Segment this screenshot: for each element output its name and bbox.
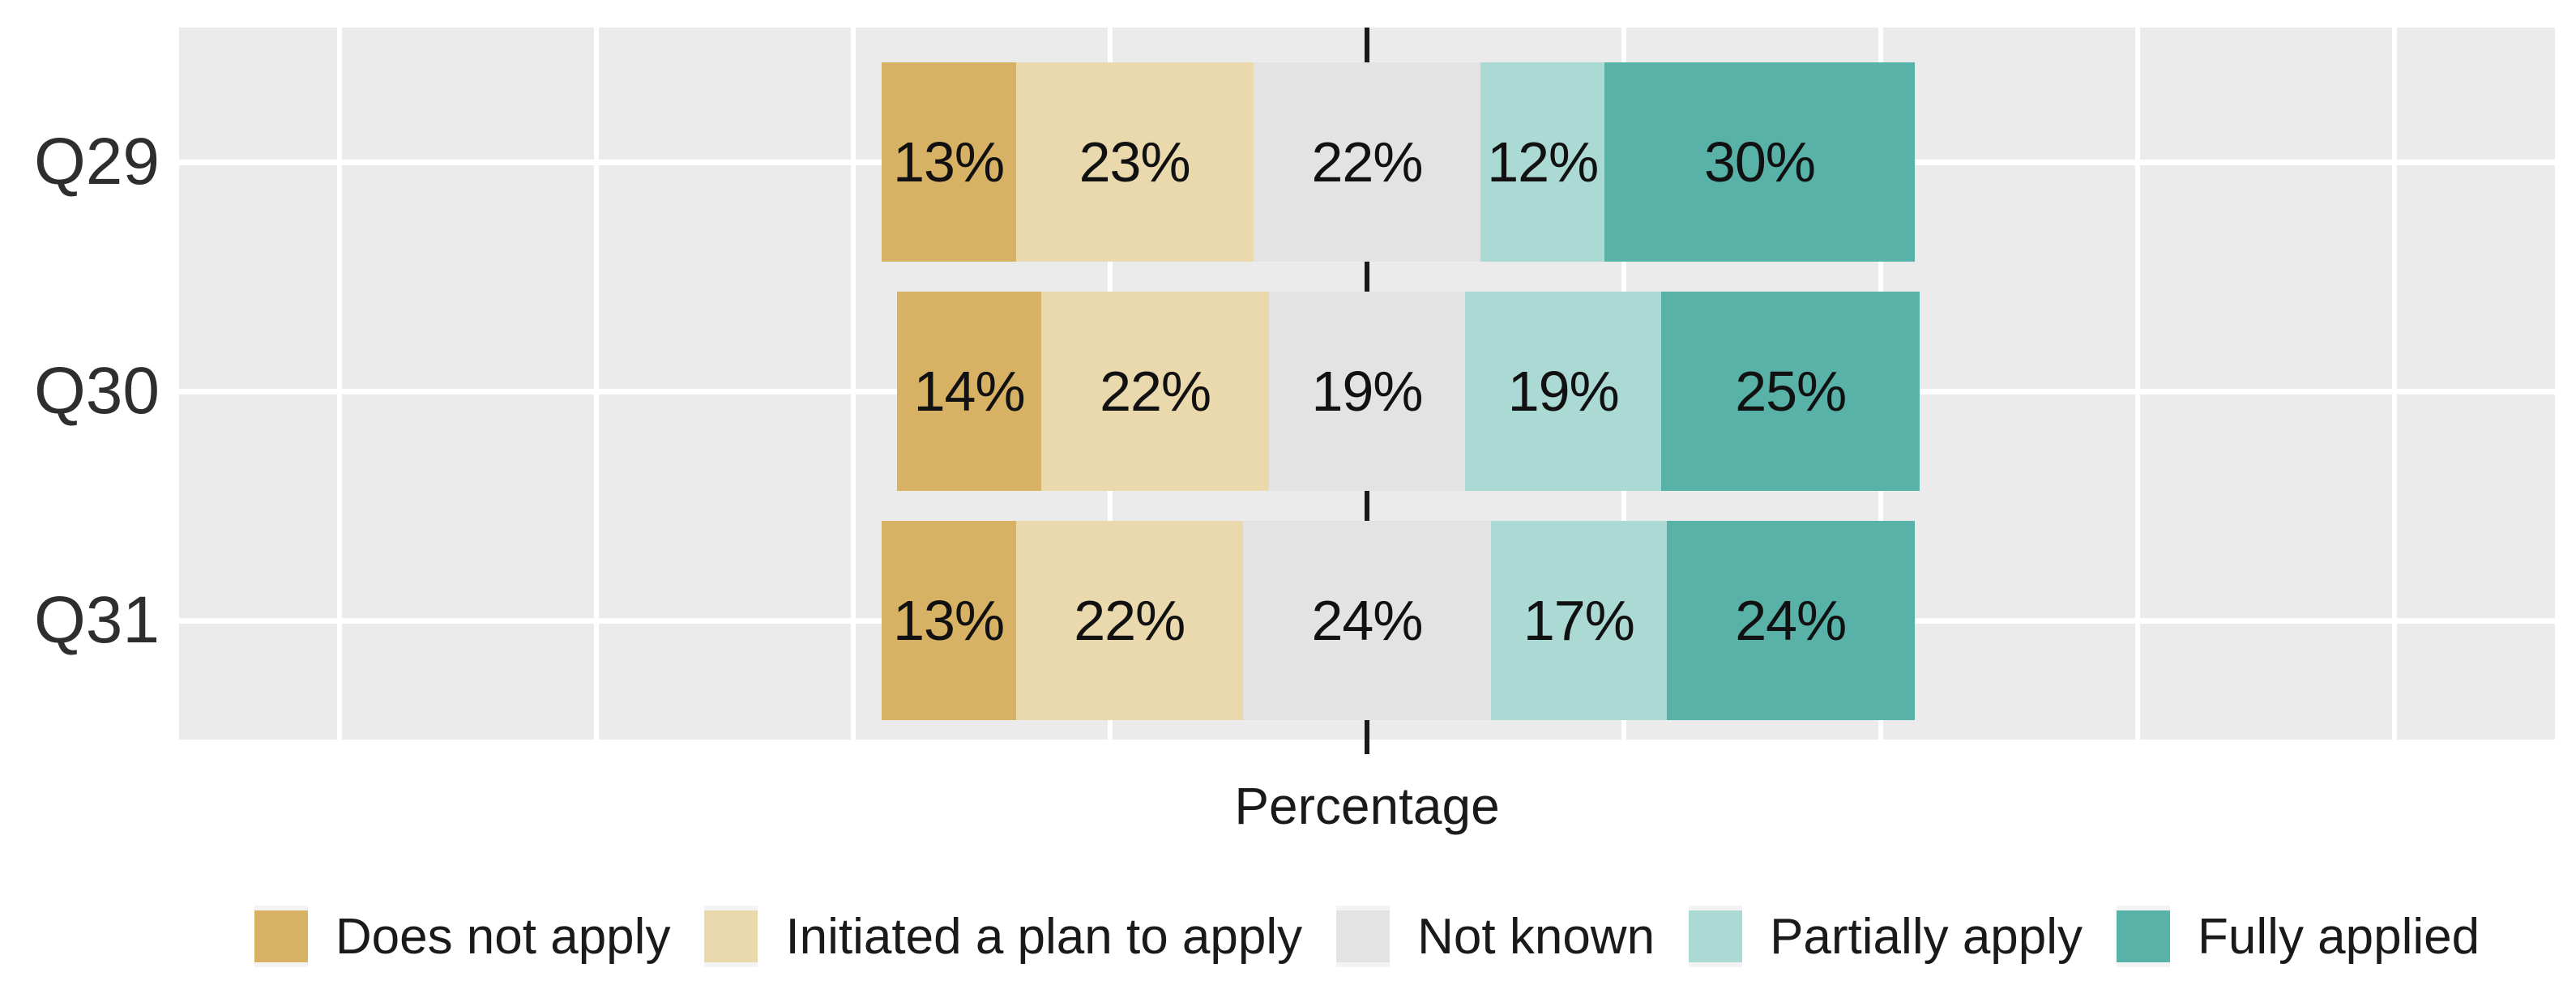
bar-segment: 30% [1604, 62, 1915, 262]
bar-segment-label: 14% [913, 360, 1026, 423]
y-axis-label-q30: Q30 [34, 354, 160, 428]
bar-segment: 22% [1041, 292, 1269, 491]
center-dashed-line-segment [1365, 28, 1369, 62]
legend-item: Partially apply [1689, 906, 2083, 967]
legend-key [2117, 906, 2171, 967]
y-axis-label-q31: Q31 [34, 583, 160, 657]
legend-color-swatch [1336, 910, 1391, 962]
bar-segment-label: 24% [1735, 589, 1847, 652]
bar-segment: 22% [1015, 521, 1243, 720]
y-axis-label-q29: Q29 [34, 125, 160, 198]
legend-label: Does not apply [335, 908, 671, 965]
bar-segment-label: 30% [1703, 130, 1816, 194]
bar-row-q29: 13% 23% 22% 12% 30% [881, 62, 1915, 262]
bar-segment-label: 19% [1311, 360, 1423, 423]
vertical-gridline [2135, 28, 2140, 740]
bar-segment-label: 13% [893, 130, 1005, 194]
center-dashed-line-segment [1365, 491, 1369, 521]
bar-segment-label: 23% [1079, 130, 1191, 194]
vertical-gridline [594, 28, 599, 740]
legend-color-swatch [2117, 910, 2171, 962]
bar-segment-label: 13% [893, 589, 1005, 652]
bar-segment: 13% [881, 521, 1016, 720]
bar-segment: 19% [1268, 292, 1466, 491]
vertical-gridline [2392, 28, 2397, 740]
bar-row-q31: 13% 22% 24% 17% 24% [881, 521, 1915, 720]
legend-item: Does not apply [254, 906, 671, 967]
x-axis-title: Percentage [1234, 777, 1500, 835]
bar-segment: 24% [1243, 521, 1491, 720]
bar-segment: 12% [1480, 62, 1605, 262]
legend: Does not apply Initiated a plan to apply N… [179, 906, 2555, 967]
legend-label: Not known [1417, 908, 1655, 965]
bar-segment: 22% [1253, 62, 1481, 262]
legend-key [704, 906, 758, 967]
vertical-gridline [851, 28, 856, 740]
bar-segment: 17% [1491, 521, 1667, 720]
bar-segment: 23% [1015, 62, 1254, 262]
vertical-gridline [337, 28, 342, 740]
bar-segment: 14% [896, 292, 1042, 491]
plot-panel: 13% 23% 22% 12% 30% 14% 22% 19% 19% 25% 13% 22% 24% 1… [179, 28, 2555, 754]
legend-key [1336, 906, 1391, 967]
bar-segment-label: 22% [1100, 360, 1211, 423]
center-dashed-line-segment [1365, 720, 1369, 754]
legend-label: Fully applied [2198, 908, 2480, 965]
bar-segment: 25% [1661, 292, 1920, 491]
bar-segment-label: 19% [1507, 360, 1620, 423]
legend-color-swatch [254, 910, 308, 962]
legend-label: Initiated a plan to apply [785, 908, 1303, 965]
bar-segment-label: 12% [1487, 130, 1599, 194]
bar-row-q30: 14% 22% 19% 19% 25% [896, 292, 1920, 491]
legend-key [1689, 906, 1743, 967]
legend-item: Initiated a plan to apply [704, 906, 1302, 967]
bar-segment-label: 24% [1311, 589, 1423, 652]
legend-item: Not known [1336, 906, 1655, 967]
legend-color-swatch [704, 910, 758, 962]
bar-segment: 24% [1666, 521, 1915, 720]
bar-segment: 19% [1465, 292, 1662, 491]
bar-segment-label: 22% [1074, 589, 1185, 652]
legend-key [254, 906, 308, 967]
legend-item: Fully applied [2117, 906, 2480, 967]
legend-label: Partially apply [1770, 908, 2083, 965]
bar-segment-label: 17% [1523, 589, 1635, 652]
bar-segment: 13% [881, 62, 1016, 262]
bar-segment-label: 22% [1311, 130, 1423, 194]
legend-color-swatch [1689, 910, 1743, 962]
bar-segment-label: 25% [1735, 360, 1847, 423]
center-dashed-line-segment [1365, 262, 1369, 292]
